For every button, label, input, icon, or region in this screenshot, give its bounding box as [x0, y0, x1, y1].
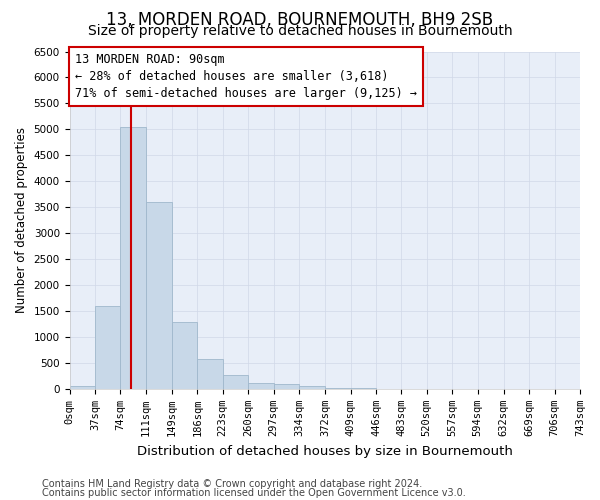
- Bar: [248, 382, 274, 389]
- Text: Contains public sector information licensed under the Open Government Licence v3: Contains public sector information licen…: [42, 488, 466, 498]
- Text: Contains HM Land Registry data © Crown copyright and database right 2024.: Contains HM Land Registry data © Crown c…: [42, 479, 422, 489]
- Text: 13, MORDEN ROAD, BOURNEMOUTH, BH9 2SB: 13, MORDEN ROAD, BOURNEMOUTH, BH9 2SB: [106, 11, 494, 29]
- Bar: [299, 386, 325, 389]
- Bar: [70, 386, 95, 389]
- Bar: [274, 384, 299, 389]
- Bar: [223, 375, 248, 389]
- Bar: [172, 322, 197, 389]
- Text: 13 MORDEN ROAD: 90sqm
← 28% of detached houses are smaller (3,618)
71% of semi-d: 13 MORDEN ROAD: 90sqm ← 28% of detached …: [74, 53, 416, 100]
- X-axis label: Distribution of detached houses by size in Bournemouth: Distribution of detached houses by size …: [137, 444, 513, 458]
- Bar: [146, 202, 172, 389]
- Bar: [197, 359, 223, 389]
- Bar: [325, 388, 350, 389]
- Bar: [121, 127, 146, 389]
- Y-axis label: Number of detached properties: Number of detached properties: [15, 127, 28, 313]
- Text: Size of property relative to detached houses in Bournemouth: Size of property relative to detached ho…: [88, 24, 512, 38]
- Bar: [95, 306, 121, 389]
- Bar: [350, 388, 376, 389]
